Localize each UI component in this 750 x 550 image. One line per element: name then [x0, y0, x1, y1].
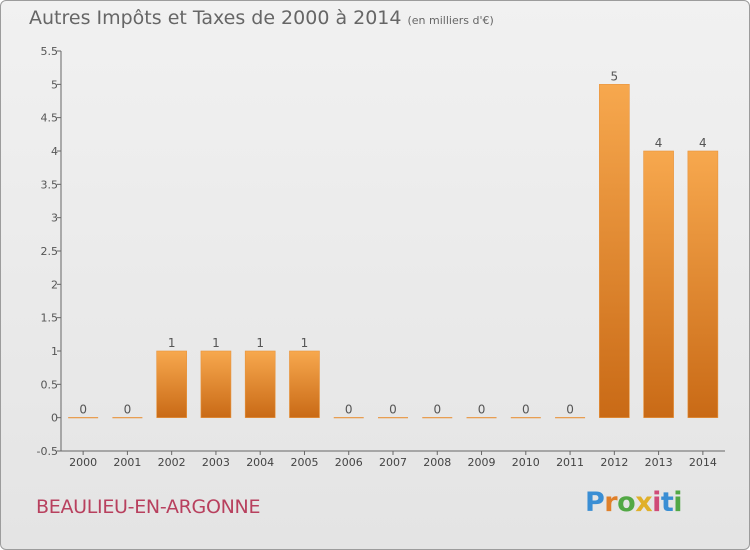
value-label-2009: 0 [478, 403, 486, 417]
value-label-2004: 1 [256, 336, 264, 350]
x-tick-label-2000: 2000 [69, 456, 97, 469]
y-tick-label: 5 [51, 78, 58, 91]
proxiti-logo[interactable]: Proxiti [585, 487, 683, 518]
y-tick-label: 2 [51, 278, 58, 291]
value-label-2002: 1 [168, 336, 176, 350]
bar-2004 [244, 350, 276, 418]
logo-letter: i [652, 487, 661, 518]
value-label-2006: 0 [345, 403, 353, 417]
logo-letter: t [660, 487, 674, 518]
value-label-2008: 0 [433, 403, 441, 417]
y-tick-label: 1.5 [41, 312, 59, 325]
x-tick-label-2010: 2010 [512, 456, 540, 469]
bar-2014 [687, 150, 719, 418]
unit-note: (en milliers d'€) [407, 14, 494, 27]
value-label-2003: 1 [212, 336, 220, 350]
bar-2013 [643, 150, 674, 418]
chart-bars: 0 2000 0 2001 1 2002 1 2003 1 2004 1 2005 0 2006 0 2007… [68, 69, 719, 469]
x-tick-label-2008: 2008 [423, 456, 451, 469]
y-tick-label: 4.5 [41, 112, 59, 125]
bar-2005 [289, 350, 320, 418]
y-tick-label: 4 [51, 145, 58, 158]
logo-letter: o [617, 487, 636, 518]
x-tick-label-2003: 2003 [202, 456, 230, 469]
x-tick-label-2012: 2012 [600, 456, 628, 469]
y-tick-label: 0.5 [41, 378, 59, 391]
value-label-2010: 0 [522, 403, 530, 417]
x-tick-label-2014: 2014 [689, 456, 717, 469]
bar-2012 [599, 84, 630, 418]
value-label-2000: 0 [79, 403, 87, 417]
y-tick-label: -0.5 [37, 445, 58, 458]
x-tick-label-2004: 2004 [246, 456, 274, 469]
value-label-2007: 0 [389, 403, 397, 417]
x-tick-label-2002: 2002 [158, 456, 186, 469]
x-tick-label-2009: 2009 [468, 456, 496, 469]
value-label-2014: 4 [699, 136, 707, 150]
value-label-2005: 1 [301, 336, 309, 350]
place-name: BEAULIEU-EN-ARGONNE [36, 496, 261, 518]
x-tick-label-2001: 2001 [113, 456, 141, 469]
value-label-2012: 5 [611, 69, 619, 83]
x-tick-label-2006: 2006 [335, 456, 363, 469]
value-label-2013: 4 [655, 136, 663, 150]
x-tick-label-2011: 2011 [556, 456, 584, 469]
x-tick-label-2005: 2005 [290, 456, 318, 469]
value-label-2011: 0 [566, 403, 574, 417]
logo-letter: P [585, 487, 605, 518]
bar-2003 [200, 350, 232, 418]
y-tick-label: 3 [51, 212, 58, 225]
value-label-2001: 0 [124, 403, 132, 417]
logo-letter: i [673, 487, 683, 518]
logo-letter: x [635, 487, 653, 518]
chart-title-text: Autres Impôts et Taxes de 2000 à 2014 [29, 7, 402, 29]
bar-2002 [156, 350, 187, 418]
y-tick-label: 2.5 [41, 245, 59, 258]
x-tick-label-2013: 2013 [645, 456, 673, 469]
logo-letter: r [604, 487, 618, 518]
chart-title: Autres Impôts et Taxes de 2000 à 2014 (en… [29, 7, 494, 29]
y-tick-label: 5.5 [41, 45, 59, 58]
y-tick-label: 1 [51, 345, 58, 358]
x-tick-label-2007: 2007 [379, 456, 407, 469]
y-tick-label: 0 [51, 412, 58, 425]
y-tick-label: 3.5 [41, 178, 59, 191]
